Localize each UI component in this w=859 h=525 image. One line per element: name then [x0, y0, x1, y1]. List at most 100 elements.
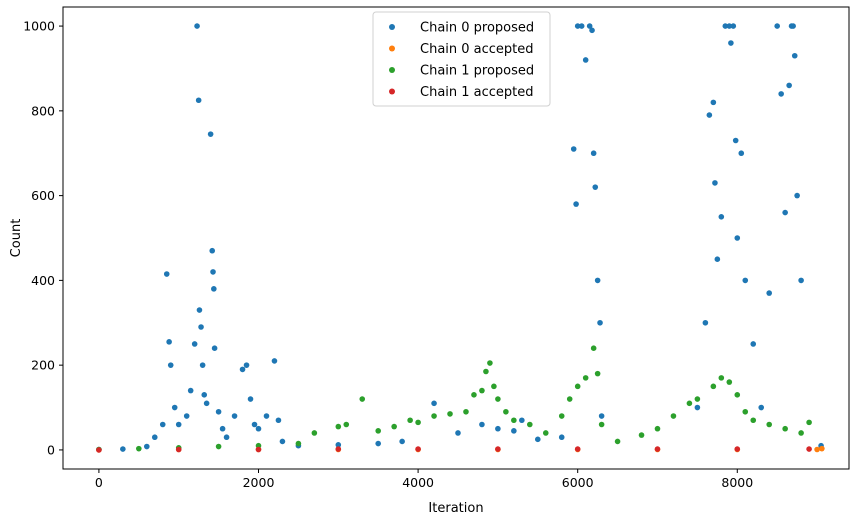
data-point	[311, 430, 318, 436]
data-point	[503, 408, 509, 415]
data-point	[239, 366, 246, 373]
data-point	[194, 23, 200, 29]
data-point	[335, 442, 342, 448]
data-point	[710, 383, 717, 390]
data-point	[96, 447, 102, 453]
legend-box	[372, 11, 551, 107]
data-point	[243, 362, 250, 368]
y-tick-label: 600	[31, 188, 55, 203]
data-point	[694, 404, 701, 411]
data-point	[415, 419, 421, 426]
data-point	[670, 413, 677, 419]
data-point	[570, 146, 577, 152]
data-marks	[96, 23, 825, 453]
data-point	[722, 23, 729, 29]
data-point	[151, 434, 158, 441]
plot-frame	[62, 6, 850, 470]
data-point	[726, 379, 733, 385]
x-tick-label: 6000	[562, 475, 594, 490]
legend-label: Chain 0 accepted	[420, 42, 534, 57]
data-point	[798, 277, 804, 284]
data-point	[511, 428, 517, 434]
data-point	[275, 417, 282, 424]
legend-marker	[389, 67, 395, 73]
data-point	[598, 421, 605, 428]
legend-marker	[389, 88, 395, 95]
data-point	[586, 23, 593, 29]
data-point	[187, 387, 194, 394]
data-point	[592, 184, 599, 190]
data-point	[279, 438, 286, 445]
data-point	[495, 446, 501, 452]
data-point	[694, 396, 701, 402]
data-point	[786, 82, 792, 89]
data-point	[734, 392, 741, 398]
data-point	[594, 370, 601, 377]
data-point	[255, 446, 262, 453]
data-point	[734, 235, 741, 241]
data-point	[714, 256, 721, 262]
data-point	[491, 383, 497, 390]
data-point	[511, 417, 517, 424]
data-point	[686, 400, 693, 407]
data-point	[207, 131, 214, 137]
data-point	[210, 269, 216, 275]
data-point	[578, 23, 585, 29]
x-axis-ticks: 0 2000 4000 6000 8000	[95, 469, 753, 490]
data-point	[574, 446, 581, 452]
data-point	[806, 446, 812, 452]
data-point	[542, 430, 549, 436]
data-point	[638, 432, 645, 438]
data-point	[159, 421, 166, 428]
data-point	[758, 404, 765, 411]
data-point	[706, 112, 713, 118]
data-point	[726, 23, 733, 29]
legend-label: Chain 1 proposed	[420, 64, 534, 79]
legend-label: Chain 0 proposed	[420, 21, 534, 36]
data-point	[295, 440, 302, 447]
data-point	[219, 425, 226, 432]
data-point	[171, 404, 178, 411]
y-tick-label: 400	[31, 273, 55, 288]
y-axis-ticks: 0 200 400 600 800 1000	[23, 19, 63, 457]
data-point	[375, 440, 382, 447]
legend-label: Chain 1 accepted	[420, 85, 534, 100]
data-point	[527, 421, 533, 428]
data-point	[375, 428, 382, 434]
data-point	[589, 27, 595, 34]
x-axis-label: Iteration	[428, 501, 483, 516]
data-point	[479, 421, 485, 428]
data-point	[614, 438, 621, 445]
data-point	[166, 339, 172, 345]
data-point	[573, 201, 579, 207]
data-point	[201, 392, 208, 398]
data-point	[263, 413, 270, 419]
data-point	[195, 97, 202, 104]
data-point	[710, 99, 717, 106]
data-point	[359, 396, 366, 402]
x-tick-label: 2000	[243, 475, 275, 490]
data-point	[120, 446, 126, 452]
data-point	[167, 362, 174, 368]
x-tick-label: 4000	[402, 475, 434, 490]
data-point	[738, 150, 745, 157]
data-point	[534, 436, 541, 443]
data-point	[598, 413, 605, 419]
data-point	[223, 434, 230, 441]
legend-marker	[389, 45, 395, 52]
data-point	[407, 417, 413, 424]
series-2	[96, 345, 812, 453]
data-point	[198, 324, 204, 330]
data-point	[495, 425, 501, 432]
data-point	[590, 345, 597, 352]
data-point	[431, 400, 437, 407]
data-point	[798, 430, 804, 436]
data-point	[136, 445, 142, 452]
data-point	[778, 91, 784, 97]
data-point	[654, 446, 661, 452]
data-point	[742, 408, 749, 415]
data-point	[479, 387, 485, 394]
data-point	[558, 413, 565, 419]
data-point	[712, 180, 718, 186]
data-point	[582, 57, 589, 63]
